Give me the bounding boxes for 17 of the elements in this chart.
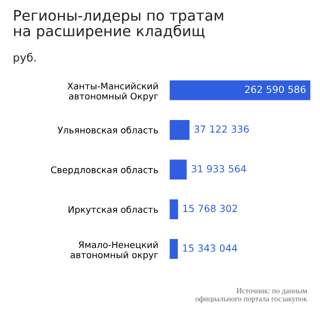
- y-tick-label: Ямало-Ненецкий автономный округ: [70, 241, 158, 260]
- y-tick-label: Ульяновская область: [58, 126, 158, 134]
- data-label: 262 590 586: [245, 86, 306, 94]
- y-tick-label: Ханты-Мансийский автономный Округ: [67, 82, 158, 102]
- data-label: 31 933 564: [192, 165, 246, 172]
- data-label: 37 122 336: [194, 125, 249, 133]
- text: руб.: [14, 52, 36, 64]
- bar: [170, 80, 310, 100]
- data-label: 15 768 302: [183, 204, 237, 212]
- bar: [170, 120, 190, 140]
- y-tick-label: Свердловская область: [51, 166, 158, 175]
- data-label: 15 343 044: [183, 244, 238, 252]
- y-tick-label: Иркутская область: [68, 206, 158, 215]
- bar: [170, 199, 178, 220]
- bar: [170, 160, 187, 180]
- chart-title: Регионы-лидеры по тратам на расширение кладбищ: [14, 10, 224, 40]
- bar: [170, 239, 178, 259]
